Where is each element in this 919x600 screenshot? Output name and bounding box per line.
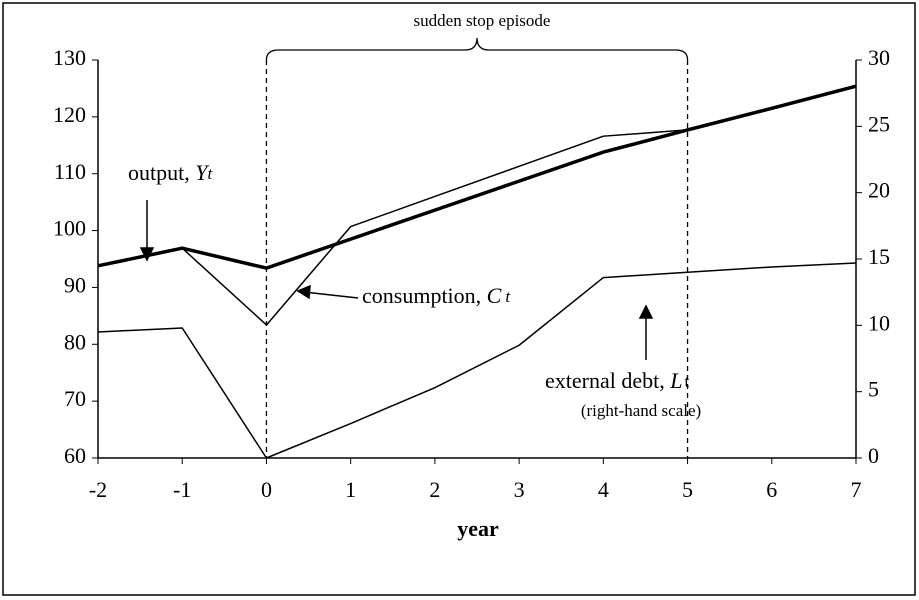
y-tick-label: 80	[64, 329, 86, 354]
annotation-sub: t	[207, 164, 213, 183]
series-line	[97, 262, 857, 459]
episode-label: sudden stop episode	[414, 11, 551, 30]
annotation-text: external debt,	[545, 368, 670, 393]
episode-brace	[265, 37, 689, 61]
x-tick-label: 4	[598, 477, 609, 502]
y2-tick-label: 15	[868, 244, 890, 269]
x-tick-label: 1	[345, 477, 356, 502]
y2-tick-label: 25	[868, 111, 890, 136]
x-axis-title: year	[457, 516, 499, 541]
plot: 60 70 80 90 100 110 120 130 0 5 10 15 20 25 30 -2 -1 0 1 2 3…	[53, 37, 890, 502]
series-line	[97, 85, 857, 326]
x-tick-label: 0	[261, 477, 272, 502]
annotation-note: (right-hand scale)	[581, 401, 701, 420]
arrowhead	[296, 284, 311, 300]
y-tick-label: 70	[64, 386, 86, 411]
annotation: output, Yt	[128, 160, 213, 185]
arrow	[303, 291, 359, 299]
x-tick-label: 3	[514, 477, 525, 502]
arrowhead	[638, 304, 654, 319]
y2-tick-label: 10	[868, 310, 890, 335]
x-tick-label: 7	[851, 477, 862, 502]
arrows	[139, 200, 654, 360]
x-tick-label: -2	[89, 477, 107, 502]
y-tick-label: 90	[64, 272, 86, 297]
y-tick-label: 60	[64, 443, 86, 468]
arrowhead	[139, 247, 155, 262]
annotation-sub: t	[684, 372, 689, 391]
x-tick-label: -1	[173, 477, 191, 502]
y2-tick-label: 20	[868, 178, 890, 203]
annotation-sub: t	[505, 287, 511, 306]
y-tick-label: 130	[53, 45, 86, 70]
annotation-var: Y	[195, 160, 210, 185]
y-tick-label: 110	[54, 159, 86, 184]
x-tick-label: 6	[766, 477, 777, 502]
x-tick-label: 5	[682, 477, 693, 502]
y2-tick-label: 30	[868, 45, 890, 70]
annotation-var: C	[487, 283, 502, 308]
annotation-text: output,	[128, 160, 195, 185]
y2-tick-label: 0	[868, 443, 879, 468]
y2-tick-label: 5	[868, 377, 879, 402]
y-tick-label: 100	[53, 216, 86, 241]
annotation-text: consumption,	[362, 283, 487, 308]
y-tick-label: 120	[53, 102, 86, 127]
annotation-var: L	[669, 368, 682, 393]
x-tick-label: 2	[429, 477, 440, 502]
